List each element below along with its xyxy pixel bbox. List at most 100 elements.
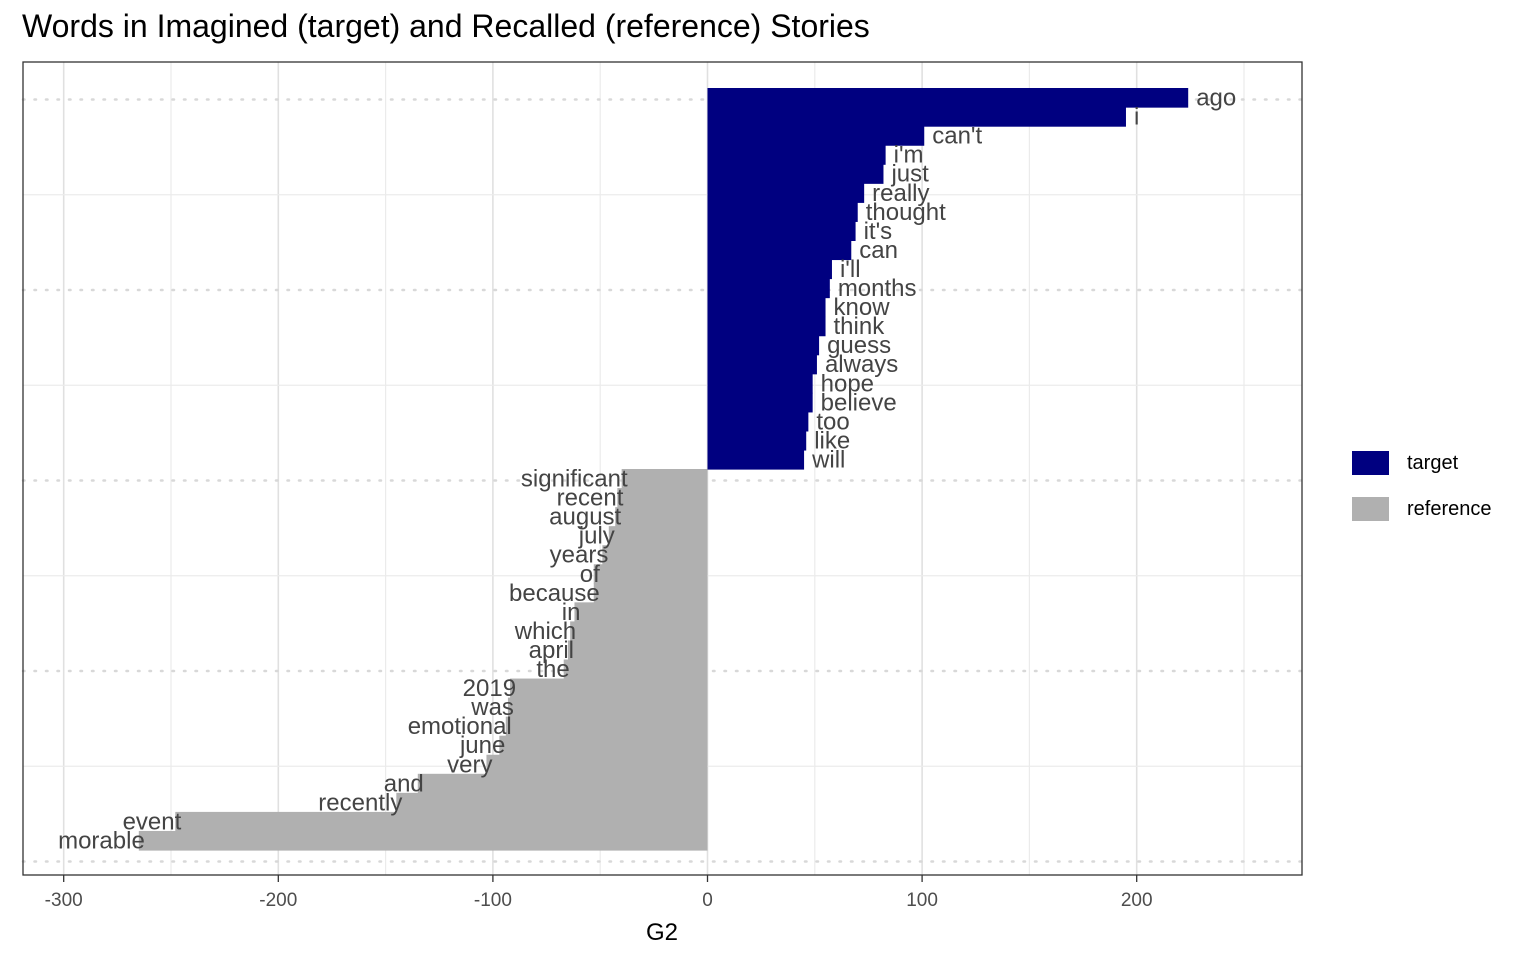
gridlines <box>21 62 1304 875</box>
plot-panel-border <box>22 61 1303 876</box>
bar-reference <box>505 716 708 737</box>
bar-label: hope <box>821 370 874 397</box>
x-tick-label: -300 <box>45 890 83 911</box>
bar-reference <box>507 697 708 718</box>
bar-label: very <box>447 751 492 778</box>
bar-label: really <box>872 180 929 207</box>
bar-target <box>707 430 807 451</box>
legend-item-target: target <box>1352 440 1492 486</box>
bar-label: of <box>580 561 600 588</box>
bar-target <box>707 259 832 280</box>
bar-label: which <box>514 618 576 645</box>
bar-reference <box>602 545 708 565</box>
bar-label: like <box>814 427 850 454</box>
bar-label: years <box>550 542 609 569</box>
bars <box>138 88 1189 851</box>
x-tick-label: -100 <box>474 890 512 911</box>
bar-label: months <box>838 275 917 302</box>
bar-target <box>707 221 856 241</box>
bar-reference <box>608 526 708 546</box>
legend-swatch-target <box>1352 451 1389 475</box>
bar-target <box>707 183 865 203</box>
bar-target <box>707 316 826 337</box>
bar-target <box>707 107 1126 127</box>
bar-label: june <box>459 732 505 759</box>
bar-target <box>707 335 820 356</box>
bar-target <box>707 240 852 261</box>
bar-label: know <box>834 294 891 321</box>
bar-target <box>707 411 809 432</box>
bar-reference <box>417 773 708 794</box>
bar-label: ago <box>1196 85 1236 112</box>
bar-label: and <box>384 770 424 797</box>
legend-label-reference: reference <box>1407 497 1492 520</box>
bar-target <box>707 354 817 375</box>
bar-target <box>707 449 805 470</box>
bar-label: can <box>859 237 898 264</box>
x-tick-label: 100 <box>906 890 938 911</box>
bar-reference <box>615 507 708 527</box>
bar-label: thought <box>866 199 946 226</box>
bar-label: always <box>825 351 898 378</box>
bar-target <box>707 164 884 184</box>
bar-label: event <box>123 808 182 835</box>
bar-label: emotional <box>408 713 512 740</box>
bar-label: can't <box>932 123 982 150</box>
bar-label: too <box>816 408 849 435</box>
bar-reference <box>593 564 708 584</box>
bar-reference <box>138 830 708 851</box>
bar-reference <box>175 811 708 832</box>
chart-title: Words in Imagined (target) and Recalled … <box>22 8 870 44</box>
bar-label: recently <box>318 789 402 816</box>
bar-label: i'm <box>894 142 924 169</box>
bar-label: 2019 <box>463 675 516 702</box>
bar-target <box>707 297 826 318</box>
bar-label: believe <box>821 389 897 416</box>
bar-label: it's <box>864 218 893 245</box>
bar-reference <box>617 488 708 508</box>
bar-label: i <box>1134 104 1139 131</box>
bar-label: august <box>549 504 621 531</box>
bar-label: significant <box>521 466 628 493</box>
bar-label: the <box>536 656 569 683</box>
bar-label: just <box>890 161 929 188</box>
bar-reference <box>574 602 708 622</box>
x-tick-label: 0 <box>702 890 713 911</box>
bar-target <box>707 145 886 165</box>
bar-label: because <box>509 580 600 607</box>
bar-reference <box>510 678 708 699</box>
bar-reference <box>563 659 708 680</box>
legend-item-reference: reference <box>1352 486 1492 532</box>
bar-reference <box>570 621 708 642</box>
bar-reference <box>396 792 708 813</box>
bar-label: i'll <box>840 256 861 283</box>
bar-target <box>707 392 813 413</box>
x-axis: -300 -200 -100 0 100 200 <box>45 875 1153 911</box>
bar-reference <box>593 583 708 603</box>
bar-target <box>707 126 925 146</box>
bar-reference <box>568 640 708 661</box>
bar-target <box>707 278 830 299</box>
bar-label: recent <box>557 485 624 512</box>
bar-label: will <box>811 446 845 473</box>
bar-label: july <box>578 523 615 550</box>
x-tick-label: -200 <box>259 890 297 911</box>
legend-swatch-reference <box>1352 497 1389 521</box>
bar-label: in <box>562 599 581 626</box>
x-axis-title: G2 <box>646 919 678 946</box>
bar-label: was <box>470 694 514 721</box>
bar-label: guess <box>827 332 891 359</box>
bar-label: april <box>529 637 574 664</box>
bar-labels: ago i can't i'mjustreallythoughtit'scani'll… <box>58 85 1236 855</box>
legend: target reference <box>1352 440 1492 532</box>
bar-reference <box>486 754 708 775</box>
bar-target <box>707 373 813 394</box>
bar-target <box>707 202 858 222</box>
bar-label: think <box>834 313 886 340</box>
bar-reference <box>499 735 708 756</box>
legend-label-target: target <box>1407 451 1459 474</box>
bar-label: morable <box>58 827 145 854</box>
bar-target <box>707 88 1189 108</box>
bar-reference <box>621 469 708 489</box>
